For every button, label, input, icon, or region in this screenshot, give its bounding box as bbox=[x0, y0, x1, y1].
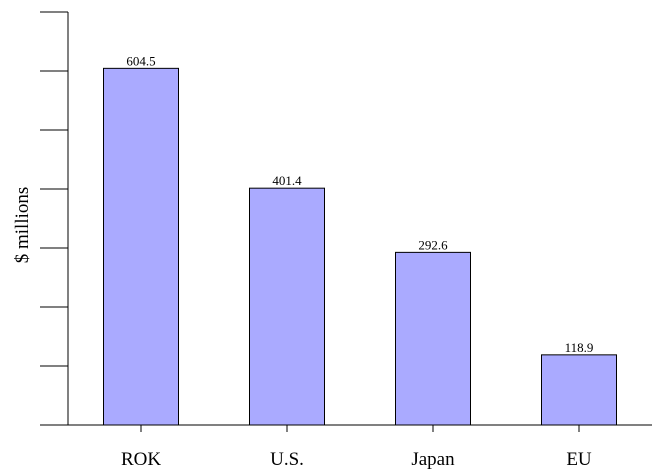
x-tick-label: U.S. bbox=[270, 449, 304, 470]
x-tick-label: EU bbox=[566, 449, 592, 470]
x-tick-label: ROK bbox=[121, 449, 161, 470]
bar-value-label: 118.9 bbox=[565, 340, 594, 355]
bar-eu bbox=[541, 354, 617, 426]
bar-u-s bbox=[249, 187, 325, 426]
chart-bars bbox=[103, 67, 617, 426]
y-axis-title: $ millions bbox=[12, 187, 33, 264]
bar-value-label: 604.5 bbox=[126, 53, 155, 68]
bar-value-label: 292.6 bbox=[418, 237, 448, 252]
bar-rok bbox=[103, 67, 179, 426]
x-tick-label: Japan bbox=[411, 449, 455, 470]
bar-japan bbox=[395, 251, 471, 426]
bar-value-label: 401.4 bbox=[272, 173, 302, 188]
chart-labels: 604.5 ROK 401.4 U.S. 292.6 Japan 118.9 EU bbox=[121, 53, 593, 470]
